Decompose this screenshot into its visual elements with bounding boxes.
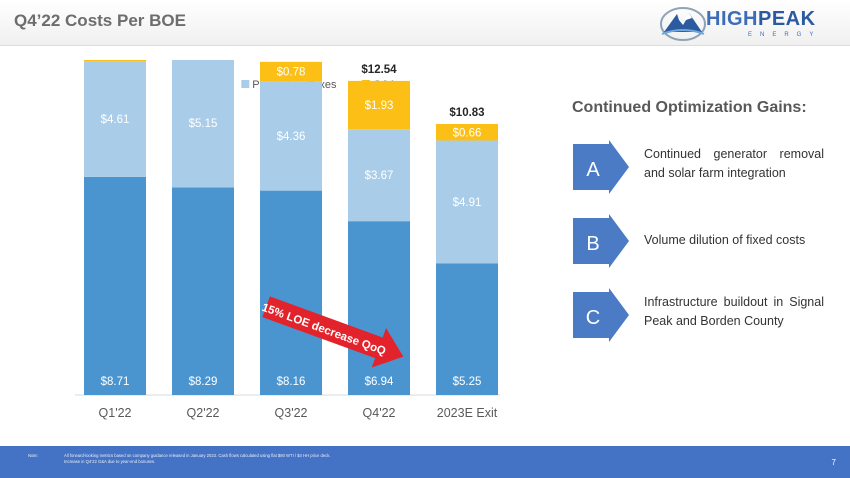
- arrow-badge-icon: C: [573, 288, 629, 342]
- bar-segment: [84, 60, 146, 62]
- bar-segment: [172, 187, 234, 395]
- data-label: $5.15: [189, 118, 218, 130]
- optimization-item-text: Volume dilution of fixed costs: [644, 233, 806, 247]
- data-label: $8.16: [277, 376, 306, 388]
- category-label: Q2'22: [187, 406, 220, 420]
- data-label: $1.93: [365, 100, 394, 112]
- logo-wordmark: HIGHPEAK: [706, 8, 816, 30]
- total-label: $10.83: [449, 107, 484, 119]
- data-label: $5.25: [453, 376, 482, 388]
- legend-swatch: [241, 80, 250, 88]
- footer-note-line: Increase in Q4’22 G&A due to year-end bo…: [64, 459, 156, 465]
- logo-subtext: ENERGY: [748, 32, 822, 38]
- category-label: Q3'22: [275, 406, 308, 420]
- bar-segment: [436, 140, 498, 264]
- footer-note-line: All forward-looking metrics based on com…: [64, 453, 331, 458]
- cost-per-boe-chart: LOEProduction TaxesG&A$8.71$4.61$1.79$15…: [75, 60, 500, 420]
- data-label: $0.78: [277, 67, 306, 79]
- bar-segment: [260, 81, 322, 191]
- page-number: 7: [831, 458, 836, 467]
- badge-letter: A: [586, 159, 600, 181]
- footer-note-label: Note:: [28, 453, 39, 458]
- bar-segment: [348, 221, 410, 395]
- bar-segment: [84, 61, 146, 177]
- badge-letter: C: [586, 307, 600, 329]
- footer-note-text: All forward-looking metrics based on com…: [64, 453, 444, 466]
- bar-segment: [436, 263, 498, 395]
- badge-letter: B: [586, 233, 599, 255]
- data-label: $0.66: [453, 127, 482, 139]
- sidebar-title: Continued Optimization Gains:: [572, 99, 807, 116]
- bar-segment: [436, 123, 498, 141]
- optimization-item-a: A Continued generator removal and solar …: [573, 140, 843, 196]
- optimization-item-b: B Volume dilution of fixed costs: [573, 214, 843, 270]
- data-label: $3.67: [365, 170, 394, 182]
- data-label: $8.71: [101, 376, 130, 388]
- optimization-item-c: C Infrastructure buildout in Signal Peak…: [573, 288, 843, 344]
- category-label: Q4'22: [363, 406, 396, 420]
- data-label: $6.94: [365, 376, 394, 388]
- total-label: $12.54: [361, 64, 397, 76]
- data-label: $4.61: [101, 114, 130, 126]
- mountain-icon: [660, 7, 706, 41]
- arrow-badge-icon: B: [573, 214, 629, 268]
- optimization-item-text: Continued generator removal and solar fa…: [644, 147, 824, 180]
- bar-segment: [172, 60, 234, 188]
- optimization-item-text: Infrastructure buildout in Signal Peak a…: [644, 295, 824, 328]
- data-label: $8.29: [189, 376, 218, 388]
- category-label: Q1'22: [99, 406, 132, 420]
- footer-bar: Note: All forward-looking metrics based …: [0, 446, 850, 478]
- bar-segment: [260, 61, 322, 82]
- header-bar: Q4’22 Costs Per BOE HIGHPEAK ENERGY: [0, 0, 850, 46]
- annotation-arrow: [262, 296, 404, 368]
- category-label: 2023E Exit: [437, 406, 498, 420]
- bar-segment: [260, 190, 322, 395]
- data-label: $4.36: [277, 131, 306, 143]
- page-title: Q4’22 Costs Per BOE: [14, 11, 186, 30]
- bar-segment: [348, 80, 410, 130]
- company-logo: HIGHPEAK ENERGY: [660, 2, 840, 44]
- data-label: $4.91: [453, 197, 482, 209]
- arrow-badge-icon: A: [573, 140, 629, 194]
- bar-segment: [348, 129, 410, 222]
- bar-segment: [84, 176, 146, 395]
